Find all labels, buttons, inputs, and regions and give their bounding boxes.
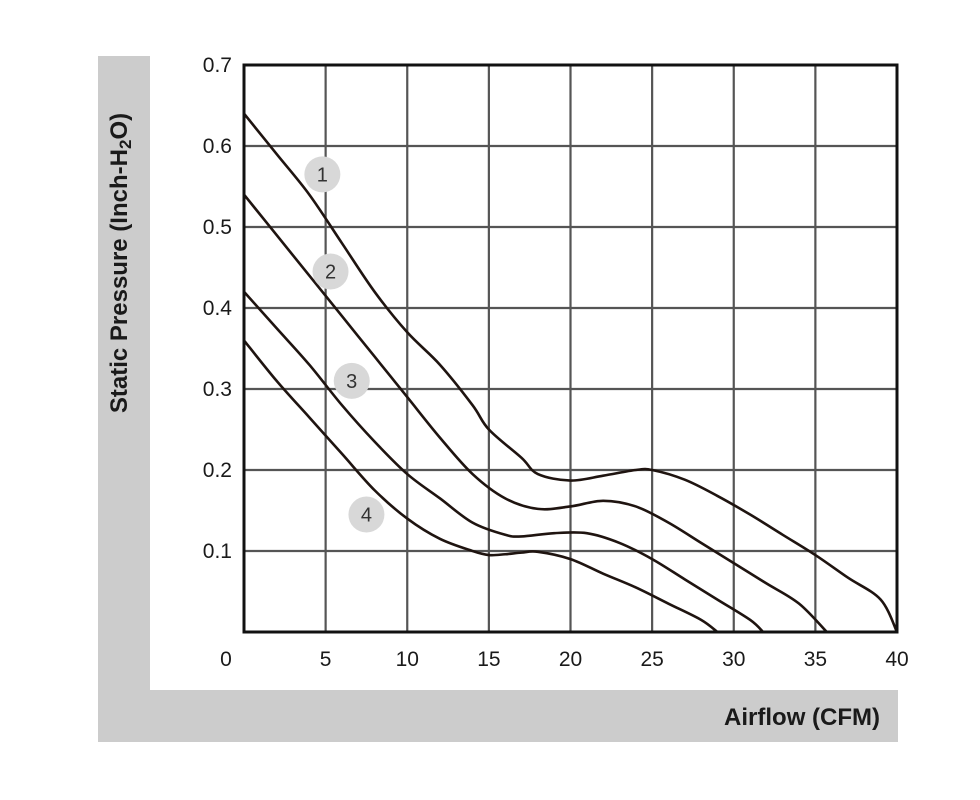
x-tick-label: 30 [722,648,745,671]
curve-2 [242,193,828,633]
x-tick-label: 20 [559,648,582,671]
curve-markers: 1 2 3 4 [304,156,385,533]
x-axis-label: Airflow (CFM) [724,704,880,731]
curves [242,112,899,634]
tick-labels: 0 5 10 15 20 25 30 35 40 0.1 0.2 0.3 0.4 0.5 0.6 0.7 [203,54,909,671]
curve-2-label: 2 [325,262,336,284]
axis-frame-left [98,56,150,742]
curve-1-label: 1 [317,164,328,186]
y-tick-label: 0.3 [203,378,232,401]
x-tick-label: 10 [396,648,419,671]
y-tick-label: 0.6 [203,135,232,158]
x-tick-label: 35 [804,648,827,671]
x-tick-label: 5 [320,648,332,671]
x-tick-label: 15 [477,648,500,671]
curve-1-marker [304,156,341,193]
curve-4 [242,339,719,634]
curve-1 [242,112,899,633]
axis-frame-bottom [98,690,898,742]
x-tick-label: 0 [220,648,232,671]
curve-3-label: 3 [346,371,357,393]
x-tick-label: 25 [640,648,663,671]
y-tick-label: 0.4 [203,297,233,320]
curve-4-label: 4 [361,505,372,527]
y-tick-label: 0.1 [203,540,232,563]
curve-2-marker [312,253,349,290]
curve-3 [243,290,765,633]
curve-3-marker [333,362,370,399]
x-tick-label: 40 [885,648,908,671]
y-tick-label: 0.2 [203,459,232,482]
y-tick-label: 0.5 [203,216,232,239]
curve-4-marker [348,496,385,533]
plot-border [242,63,899,634]
grid [244,65,897,632]
y-tick-label: 0.7 [203,54,232,77]
